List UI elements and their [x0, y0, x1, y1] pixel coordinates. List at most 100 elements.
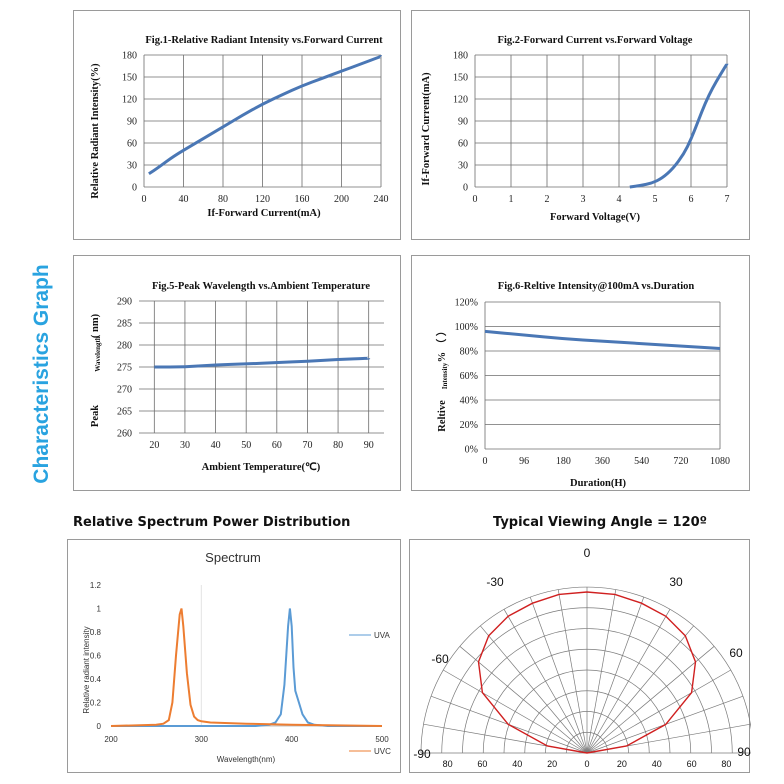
fig5-xtick: 90 — [364, 440, 374, 451]
fig1-xtick: 40 — [179, 194, 189, 205]
spectrum-title: Spectrum — [205, 550, 261, 565]
polar-panel: 0 -30 30 -60 60 -90 90 80 60 40 20 0 20 40 60 80 — [409, 539, 751, 773]
spectrum-ytick: 0.4 — [90, 675, 102, 684]
fig6-title: Fig.6-Reltive Intensity@100mA vs.Duratio… — [498, 281, 695, 292]
fig1-ytick: 30 — [127, 161, 137, 172]
polar-spoke — [586, 596, 645, 754]
fig5-panel: Fig.5-Peak Wavelength vs.Ambient Tempera… — [73, 255, 401, 491]
fig6-panel: Fig.6-Reltive Intensity@100mA vs.Duratio… — [411, 255, 750, 491]
fig6-xtick: 360 — [595, 456, 610, 467]
polar-angle-label: -60 — [431, 652, 449, 666]
polar-angle-label: 30 — [669, 575, 683, 589]
fig6-ytick: 100% — [455, 322, 478, 333]
spectrum-chart: Spectrum 200 300 400 500 0 0.2 0.4 0.6 0.8 1 1.2 U… — [82, 550, 391, 764]
fig2-ytick: 180 — [453, 51, 468, 62]
polar-radial-tick: 40 — [512, 759, 522, 769]
fig5-ytick: 275 — [117, 363, 132, 374]
spectrum-ytick: 0.8 — [90, 628, 102, 637]
spectrum-xtick: 200 — [104, 735, 118, 744]
spectrum-panel: Spectrum 200 300 400 500 0 0.2 0.4 0.6 0.8 1 1.2 U… — [67, 539, 401, 773]
fig1-xtick: 160 — [295, 194, 310, 205]
fig1-ytick: 60 — [127, 139, 137, 150]
fig6-xtick: 0 — [483, 456, 488, 467]
fig2-xtick: 4 — [617, 194, 622, 205]
fig2-xtick: 5 — [653, 194, 658, 205]
fig6-chart: Fig.6-Reltive Intensity@100mA vs.Duratio… — [435, 281, 730, 489]
fig2-xtick: 2 — [545, 194, 550, 205]
fig1-title: Fig.1-Relative Radiant Intensity vs.Forw… — [145, 35, 383, 46]
fig6-ytick: 120% — [455, 298, 478, 309]
fig5-ylabel-peak: Peak — [90, 405, 101, 427]
fig1-xtick: 0 — [142, 194, 147, 205]
fig1-ytick: 180 — [122, 51, 137, 62]
fig6-xtick: 96 — [519, 456, 529, 467]
fig6-ytick: 80% — [460, 347, 478, 358]
fig6-xtick: 540 — [634, 456, 649, 467]
fig1-series-line — [148, 54, 383, 176]
fig2-xtick: 6 — [689, 194, 694, 205]
fig5-xtick: 70 — [302, 440, 312, 451]
fig5-xtick: 20 — [149, 440, 159, 451]
fig1-ytick: 0 — [132, 183, 137, 194]
uva-legend-label: UVA — [374, 631, 391, 640]
polar-spoke — [586, 589, 617, 754]
side-title-text: Characteristics Graph — [30, 264, 53, 484]
polar-angle-label: 0 — [584, 546, 591, 560]
fig2-xtick: 1 — [509, 194, 514, 205]
fig6-ylabel-unit: % （ ） — [435, 326, 448, 363]
polar-radial-tick: 20 — [547, 759, 557, 769]
fig5-ylabel-unit: ( nm) — [90, 313, 101, 338]
polar-radial-tick: 80 — [721, 759, 731, 769]
spectrum-ytick: 1 — [97, 605, 102, 614]
fig1-ytick: 150 — [122, 73, 137, 84]
fig1-xlabel: If-Forward Current(mA) — [207, 208, 321, 219]
fig2-ytick: 0 — [463, 183, 468, 194]
spectrum-ytick: 0.2 — [90, 699, 102, 708]
fig5-xtick: 30 — [180, 440, 190, 451]
polar-spoke — [586, 669, 731, 754]
fig1-xtick: 120 — [255, 194, 270, 205]
fig2-ytick: 90 — [458, 117, 468, 128]
fig2-ytick: 60 — [458, 139, 468, 150]
fig5-xtick: 40 — [211, 440, 221, 451]
fig5-title: Fig.5-Peak Wavelength vs.Ambient Tempera… — [152, 281, 370, 292]
spectrum-xlabel: Wavelength(nm) — [217, 755, 276, 764]
fig2-ytick: 120 — [453, 95, 468, 106]
fig2-ytick: 150 — [453, 73, 468, 84]
fig6-xtick: 1080 — [710, 456, 730, 467]
fig1-xtick: 240 — [374, 194, 389, 205]
fig2-xtick: 7 — [725, 194, 730, 205]
fig6-ytick: 40% — [460, 396, 478, 407]
fig5-ytick: 270 — [117, 385, 132, 396]
fig5-xtick: 80 — [333, 440, 343, 451]
fig2-title: Fig.2-Forward Current vs.Forward Voltage — [498, 35, 693, 46]
fig2-xtick: 3 — [581, 194, 586, 205]
polar-radiation-curve — [477, 591, 697, 754]
fig5-series-line — [154, 356, 371, 369]
fig2-ytick: 30 — [458, 161, 468, 172]
polar-spoke — [586, 646, 715, 754]
fig1-xtick: 80 — [218, 194, 228, 205]
polar-spoke — [586, 625, 694, 754]
fig6-ytick: 0% — [465, 445, 478, 456]
polar-radial-tick: 80 — [443, 759, 453, 769]
polar-radial-tick: 60 — [687, 759, 697, 769]
spectrum-ytick: 0.6 — [90, 652, 102, 661]
spectrum-xtick: 500 — [375, 735, 389, 744]
fig6-series-line — [484, 329, 721, 350]
fig1-xtick: 200 — [334, 194, 349, 205]
spectrum-xtick: 400 — [285, 735, 299, 744]
polar-angle-label: 60 — [729, 646, 743, 660]
fig5-ytick: 290 — [117, 297, 132, 308]
polar-spoke — [503, 609, 588, 754]
spectrum-ylabel: Relative radiant intensity — [82, 626, 91, 713]
fig6-xlabel: Duration(H) — [570, 478, 627, 489]
fig5-ytick: 265 — [117, 407, 132, 418]
polar-angle-label: -30 — [486, 575, 504, 589]
polar-angle-label: 90 — [737, 745, 751, 759]
spectrum-heading: Relative Spectrum Power Distribution — [73, 515, 351, 530]
polar-spoke — [443, 669, 588, 754]
angle-heading: Typical Viewing Angle = 120º — [493, 515, 707, 530]
fig5-xlabel: Ambient Temperature(℃) — [202, 461, 321, 473]
polar-spoke — [557, 589, 588, 754]
